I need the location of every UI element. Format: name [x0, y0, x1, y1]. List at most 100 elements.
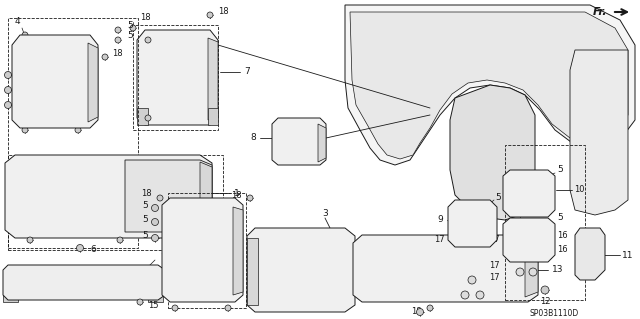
Bar — [150, 50, 166, 60]
Text: 18: 18 — [141, 189, 152, 198]
Polygon shape — [345, 5, 635, 165]
Polygon shape — [503, 170, 555, 217]
Bar — [280, 122, 322, 162]
Bar — [24, 100, 38, 109]
Text: 7: 7 — [244, 68, 250, 77]
Text: 5: 5 — [18, 84, 24, 93]
Text: 5: 5 — [142, 214, 148, 224]
Circle shape — [476, 291, 484, 299]
Text: 3: 3 — [322, 209, 328, 218]
Polygon shape — [353, 235, 538, 302]
Circle shape — [427, 305, 433, 311]
Bar — [303, 128, 321, 156]
Text: 5: 5 — [127, 21, 132, 31]
Circle shape — [541, 286, 549, 294]
Bar — [10, 268, 158, 296]
Text: 5: 5 — [557, 213, 563, 222]
Text: 5: 5 — [142, 231, 148, 240]
Circle shape — [521, 248, 529, 256]
Text: 5: 5 — [127, 32, 132, 41]
Bar — [175, 250, 191, 262]
Polygon shape — [208, 38, 218, 120]
Bar — [258, 235, 348, 305]
Polygon shape — [318, 124, 326, 162]
Circle shape — [468, 276, 476, 284]
Polygon shape — [247, 228, 355, 312]
Text: 17: 17 — [435, 235, 445, 244]
Polygon shape — [350, 12, 628, 159]
Text: 14: 14 — [160, 254, 170, 263]
Text: 18: 18 — [112, 49, 123, 58]
Polygon shape — [137, 30, 218, 125]
Bar — [423, 243, 475, 295]
Polygon shape — [137, 108, 148, 125]
Bar — [133, 25, 218, 130]
Text: 17: 17 — [490, 235, 500, 244]
Text: 9: 9 — [437, 216, 443, 225]
Bar — [460, 222, 472, 231]
Circle shape — [75, 127, 81, 133]
Bar — [175, 285, 191, 297]
Polygon shape — [88, 43, 98, 122]
Circle shape — [27, 237, 33, 243]
Text: 5: 5 — [495, 192, 500, 202]
Bar — [17, 160, 125, 232]
Text: 5: 5 — [18, 99, 24, 108]
Text: 13: 13 — [552, 265, 563, 275]
Circle shape — [157, 195, 163, 201]
Bar — [513, 223, 551, 258]
Bar — [295, 272, 325, 307]
Bar — [460, 234, 472, 243]
Bar — [17, 173, 39, 195]
Polygon shape — [247, 238, 258, 305]
Text: 18: 18 — [218, 8, 228, 17]
Bar — [260, 272, 290, 307]
Bar — [505, 145, 585, 300]
Bar — [515, 192, 527, 201]
Text: 15: 15 — [148, 300, 159, 309]
Text: 12: 12 — [540, 298, 550, 307]
Text: 6: 6 — [298, 303, 304, 313]
Polygon shape — [575, 228, 605, 280]
Bar — [8, 18, 138, 248]
Bar — [580, 245, 595, 263]
Circle shape — [207, 12, 213, 18]
Text: 10: 10 — [574, 186, 584, 195]
Text: 8: 8 — [250, 133, 256, 143]
Circle shape — [22, 32, 28, 38]
Bar — [513, 175, 551, 213]
Circle shape — [287, 301, 294, 308]
Polygon shape — [570, 50, 628, 215]
Bar — [476, 243, 528, 295]
Polygon shape — [450, 85, 535, 220]
Text: 18: 18 — [412, 308, 422, 316]
Polygon shape — [233, 207, 243, 295]
Circle shape — [117, 237, 123, 243]
Polygon shape — [12, 35, 98, 128]
Text: 5: 5 — [557, 166, 563, 174]
Text: 17: 17 — [490, 261, 500, 270]
Circle shape — [152, 219, 159, 226]
Circle shape — [115, 37, 121, 43]
Polygon shape — [208, 108, 218, 125]
Bar — [22, 43, 80, 121]
Bar — [150, 80, 166, 90]
Circle shape — [4, 86, 12, 93]
Polygon shape — [503, 218, 555, 262]
Text: 17: 17 — [490, 273, 500, 283]
Circle shape — [516, 268, 524, 276]
Circle shape — [172, 305, 178, 311]
Bar — [150, 95, 166, 105]
Circle shape — [130, 25, 136, 31]
Bar — [8, 155, 223, 250]
Circle shape — [152, 234, 159, 241]
Bar — [460, 210, 472, 219]
Polygon shape — [3, 265, 165, 300]
Circle shape — [145, 37, 151, 43]
Circle shape — [22, 127, 28, 133]
Circle shape — [145, 115, 151, 121]
Circle shape — [77, 244, 83, 251]
Bar — [175, 215, 191, 227]
Polygon shape — [448, 200, 497, 247]
Text: 1: 1 — [234, 189, 240, 197]
